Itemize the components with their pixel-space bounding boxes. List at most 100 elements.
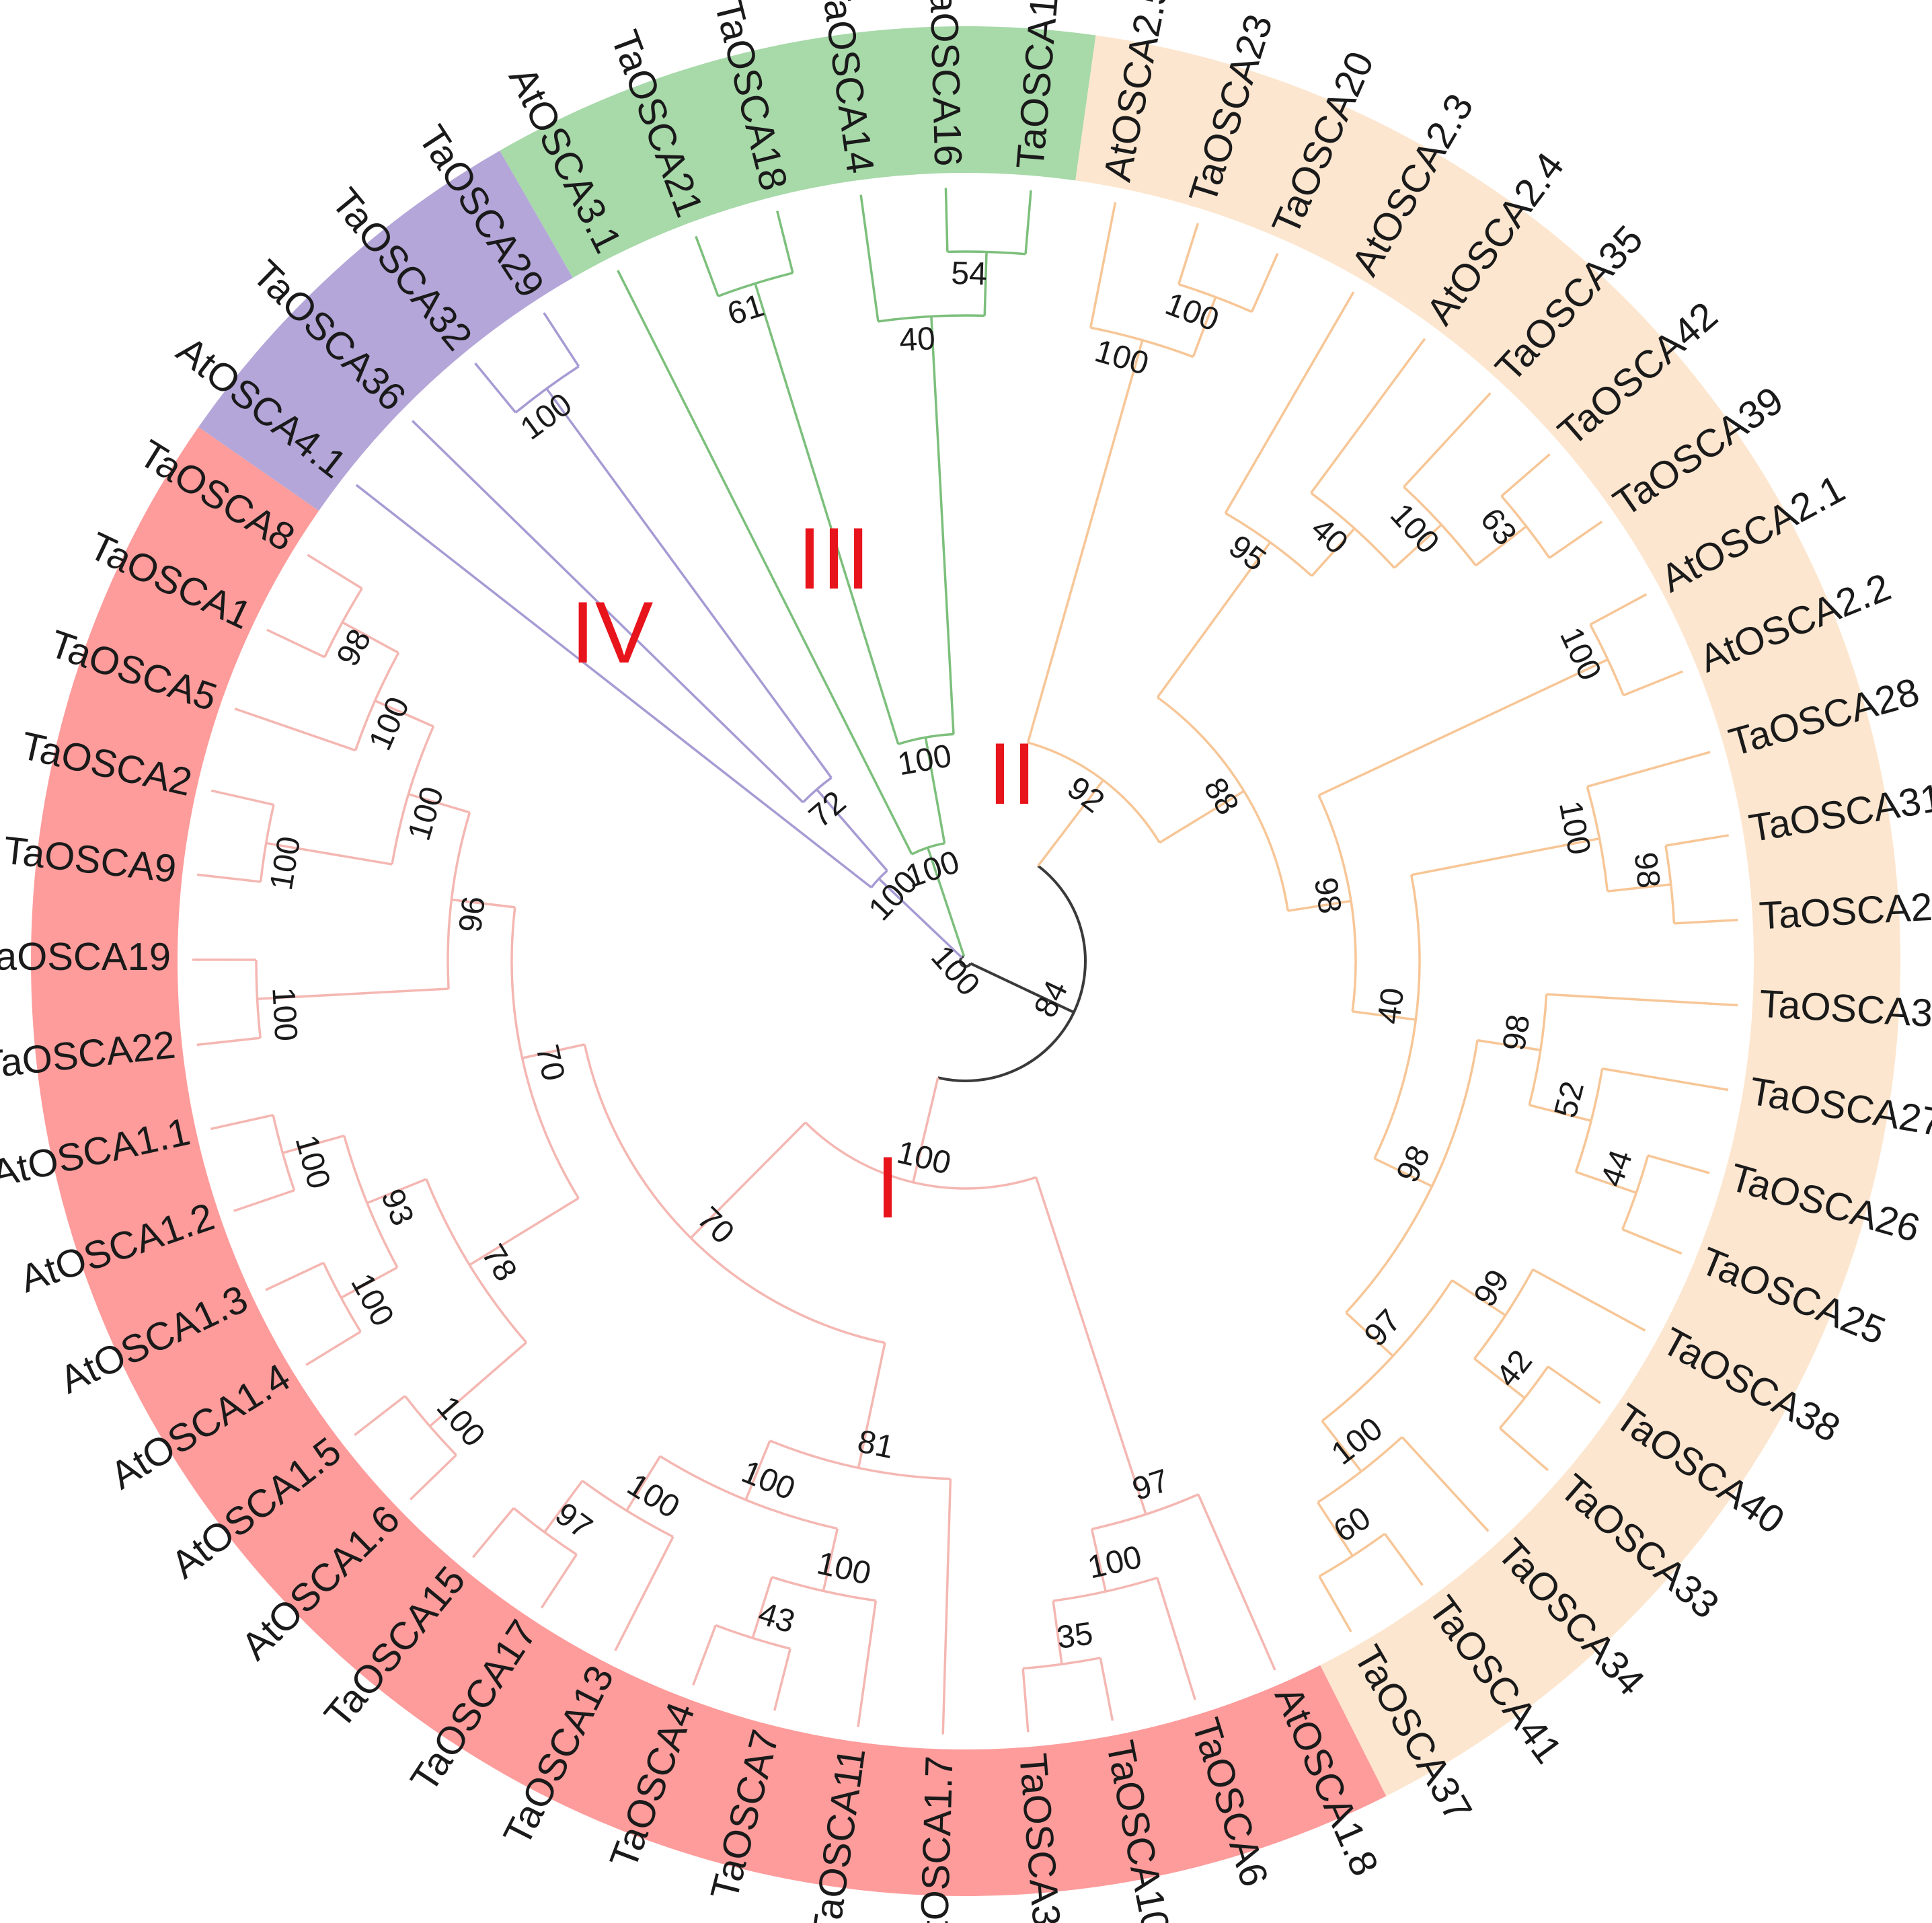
- branch-edge: [1099, 1657, 1114, 1721]
- bootstrap-value: 54: [951, 256, 988, 293]
- branch-edge: [1352, 1010, 1416, 1021]
- branch-edge: [1549, 521, 1603, 559]
- branch-edge: [1177, 223, 1199, 285]
- bootstrap-value: 97: [1128, 1463, 1173, 1508]
- branch-edge: [1623, 670, 1683, 697]
- bootstrap-value: 44: [1594, 1145, 1640, 1191]
- branch-edge: [1192, 297, 1217, 358]
- branch-edge: [305, 1330, 362, 1366]
- branch-edge: [927, 847, 966, 956]
- branch-edge: [1287, 899, 1352, 912]
- branch-arc: [1090, 326, 1194, 359]
- branch-edge: [614, 1536, 674, 1651]
- branch-arc: [898, 732, 954, 745]
- branch-edge: [1532, 1268, 1646, 1332]
- branch-arc: [1586, 786, 1609, 892]
- branch-arc: [959, 954, 972, 968]
- branch-edge: [744, 1440, 771, 1501]
- bootstrap-value: 96: [453, 895, 492, 934]
- branch-edge: [1156, 1577, 1196, 1700]
- bootstrap-value: 40: [1371, 986, 1411, 1026]
- branch-arc: [272, 1115, 296, 1191]
- bootstrap-value: 61: [724, 288, 769, 332]
- bootstrap-value: 97: [549, 1496, 598, 1546]
- bootstrap-value: 52: [1548, 1078, 1592, 1121]
- bootstrap-value: 40: [1304, 511, 1354, 561]
- branch-arc: [1574, 1068, 1604, 1172]
- branch-edge: [282, 1134, 345, 1154]
- branch-edge: [1318, 1575, 1352, 1632]
- branch-arc: [1473, 1269, 1534, 1360]
- bootstrap-value: 100: [1085, 1540, 1145, 1586]
- bootstrap-value: 100: [814, 1546, 874, 1592]
- branch-arc: [718, 272, 794, 297]
- branch-edge: [878, 878, 963, 958]
- branch-edge: [816, 788, 888, 872]
- branch-edge: [776, 211, 794, 274]
- bootstrap-value: 100: [1161, 286, 1224, 338]
- branch-edge: [1037, 779, 1104, 867]
- branch-edge: [754, 283, 900, 745]
- bootstrap-value: 81: [855, 1423, 897, 1466]
- bootstrap-value: 100: [924, 939, 987, 1003]
- bootstrap-value: 43: [754, 1595, 799, 1641]
- branch-edge: [822, 1528, 839, 1591]
- branch-edge: [197, 873, 261, 883]
- branch-arc: [1528, 994, 1548, 1106]
- bootstrap-value: 98: [1390, 1140, 1438, 1188]
- branch-edge: [859, 194, 880, 322]
- branch-arc: [259, 804, 275, 882]
- branch-arc: [1345, 1040, 1479, 1314]
- branch-edge: [342, 621, 399, 654]
- branch-arc: [583, 1044, 886, 1345]
- branch-edge: [751, 1577, 773, 1638]
- branch-edge: [545, 387, 833, 779]
- branch-arc: [1498, 1365, 1549, 1429]
- bootstrap-value: 100: [894, 1135, 954, 1182]
- branch-arc: [447, 812, 471, 989]
- branch-arc: [1091, 1493, 1199, 1531]
- bootstrap-value: 40: [898, 321, 936, 359]
- clade-labels: I II III IV: [571, 509, 1037, 1236]
- clade-label-III: III: [798, 509, 870, 607]
- branch-arc: [771, 1576, 876, 1602]
- branch-edge: [408, 792, 470, 814]
- branch-edge: [543, 1480, 584, 1533]
- branch-edge: [1311, 527, 1356, 577]
- branch-arc: [1664, 845, 1676, 923]
- branch-arc: [322, 1262, 362, 1332]
- branch-edge: [374, 700, 434, 728]
- branch-edge: [410, 1454, 457, 1501]
- branch-edge: [983, 252, 988, 316]
- branch-edge: [692, 1624, 717, 1686]
- bootstrap-value: 99: [1467, 1263, 1517, 1313]
- clade-label-II: II: [988, 724, 1036, 823]
- branch-arc: [391, 726, 435, 865]
- leaf-label: TaOSCA16: [921, 0, 970, 167]
- branch-arc: [1318, 1532, 1386, 1578]
- branch-edge: [924, 737, 946, 844]
- branch-edge: [1383, 1533, 1424, 1586]
- bootstrap-value: 100: [514, 386, 578, 447]
- branch-edge: [1318, 658, 1609, 797]
- branch-arc: [1317, 1436, 1403, 1504]
- clade-bands: [31, 26, 1900, 1896]
- branch-edge: [355, 484, 872, 889]
- branch-edge: [474, 362, 517, 414]
- leaf-label: TaOSCA24: [1758, 884, 1932, 938]
- clade-band-II: [1075, 35, 1900, 1797]
- branch-arc: [769, 1439, 951, 1480]
- branch-edge: [1345, 1312, 1394, 1357]
- branch-edge: [617, 270, 913, 855]
- bootstrap-value: 95: [1223, 529, 1272, 578]
- branch-arc: [1310, 492, 1395, 569]
- branch-edge: [1547, 1365, 1601, 1404]
- branch-edge: [773, 1648, 791, 1711]
- branch-edge: [1473, 1357, 1526, 1399]
- clade-band-IV: [198, 150, 573, 511]
- branch-arc: [715, 1624, 791, 1650]
- bootstrap-value: 100: [1325, 1410, 1389, 1472]
- branch-edge: [1403, 392, 1492, 488]
- bootstrap-value: 70: [529, 1041, 571, 1084]
